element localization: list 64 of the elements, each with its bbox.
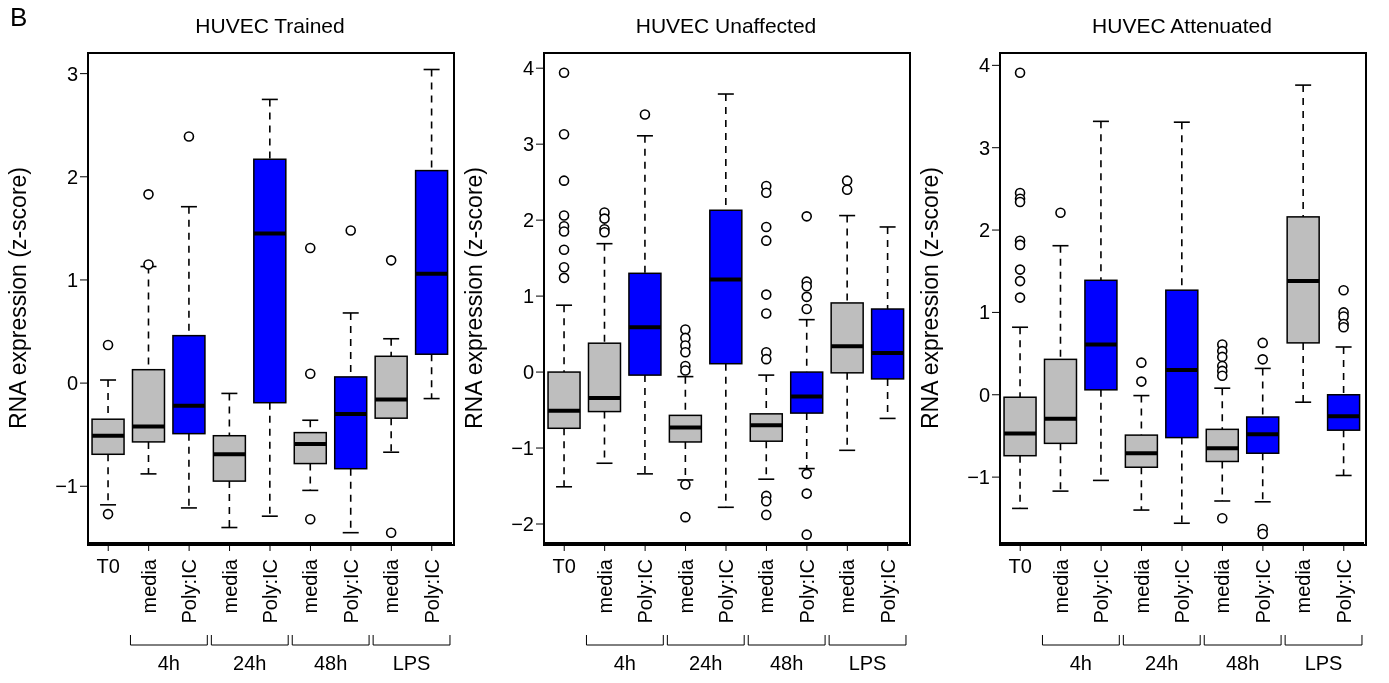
x-tick-label: Poly:IC (1251, 559, 1274, 624)
x-tick-label: media (299, 558, 322, 614)
text: 48h (769, 652, 804, 674)
y-tick-label: −1 (55, 475, 78, 498)
x-tick-label: Poly:IC (795, 559, 818, 624)
chart-title: HUVEC Unaffected (634, 14, 818, 38)
text: 48h (313, 652, 348, 674)
x-tick-label: media (1211, 558, 1234, 614)
y-tick-label: 1 (66, 268, 78, 291)
x-tick-label: media (593, 558, 616, 614)
x-tick-label: Poly:IC (420, 559, 443, 624)
text: B (10, 2, 28, 33)
text: LPS (1304, 652, 1343, 674)
text: 48h (1225, 652, 1260, 674)
x-tick-label: media (218, 558, 241, 614)
y-tick-label: −2 (511, 513, 534, 536)
y-tick-label: −1 (967, 466, 990, 489)
x-tick-label: media (137, 558, 160, 614)
y-tick-label: 3 (66, 62, 78, 85)
x-tick-label: media (1292, 558, 1315, 614)
y-tick-label: 1 (978, 301, 990, 324)
x-tick-label: Poly:IC (339, 559, 362, 624)
x-tick-label: Poly:IC (634, 559, 657, 624)
x-tick-label: media (1049, 558, 1072, 614)
y-tick-label: 2 (66, 165, 78, 188)
text: LPS (848, 652, 887, 674)
text: LPS (392, 652, 431, 674)
x-tick-label: T0 (552, 555, 576, 577)
y-tick-label: 3 (522, 133, 534, 156)
y-axis-title: RNA expression (z-score) (461, 166, 488, 430)
y-tick-label: 1 (522, 285, 534, 308)
y-axis-title: RNA expression (z-score) (917, 166, 944, 430)
x-tick-label: T0 (1008, 555, 1032, 577)
x-tick-label: T0 (96, 555, 120, 577)
y-tick-label: −1 (511, 437, 534, 460)
y-tick-label: 0 (522, 361, 534, 384)
y-tick-label: 0 (66, 372, 78, 395)
text: 4h (157, 652, 181, 674)
y-tick-label: 2 (978, 219, 990, 242)
y-tick-label: 4 (978, 54, 990, 77)
y-axis-title: RNA expression (z-score) (5, 166, 32, 430)
x-tick-label: Poly:IC (178, 559, 201, 624)
x-tick-label: Poly:IC (1332, 559, 1355, 624)
y-tick-label: 0 (978, 383, 990, 406)
text: 24h (689, 652, 723, 674)
x-tick-label: media (380, 558, 403, 614)
y-tick-label: 4 (522, 57, 534, 80)
x-tick-label: Poly:IC (715, 559, 737, 624)
x-tick-label: Poly:IC (259, 559, 281, 624)
x-tick-label: Poly:IC (1171, 559, 1193, 624)
text: 24h (1145, 652, 1179, 674)
x-tick-label: media (674, 558, 697, 614)
chart-title: HUVEC Attenuated (1091, 14, 1273, 38)
chart-title: HUVEC Trained (194, 14, 346, 38)
y-tick-label: 2 (522, 209, 534, 232)
y-tick-label: 3 (978, 136, 990, 159)
x-tick-label: media (755, 558, 778, 614)
x-tick-label: Poly:IC (876, 559, 899, 624)
text: 4h (1069, 652, 1093, 674)
x-tick-label: media (836, 558, 859, 614)
text: 4h (613, 652, 637, 674)
x-tick-label: media (1130, 558, 1153, 614)
text: 24h (233, 652, 267, 674)
x-tick-label: Poly:IC (1090, 559, 1113, 624)
